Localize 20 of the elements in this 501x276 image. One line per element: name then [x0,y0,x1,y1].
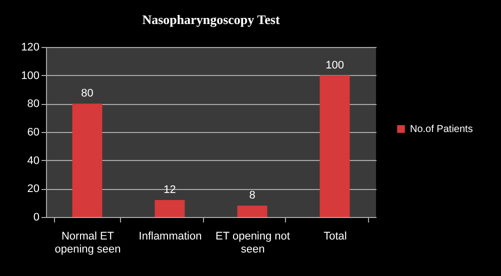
bar [72,104,102,217]
y-tick-label: 80 [27,98,40,110]
bar [237,206,268,217]
x-tick-label: Normal ET opening seen [54,230,121,256]
chart-title: Nasopharyngoscopy Test [142,12,280,27]
x-tick-label: Inflammation [138,230,202,242]
data-label: 100 [326,59,344,72]
y-tick-label: 60 [27,126,40,138]
data-label: 80 [81,88,94,100]
y-tick-label: 100 [21,70,40,82]
y-tick-label: 120 [21,42,40,54]
legend-label: No.of Patients [410,124,473,135]
y-tick-label: 40 [27,154,40,167]
y-tick-label: 0 [33,212,40,224]
y-tick-label: 20 [27,183,40,196]
data-label: 8 [249,190,256,202]
x-tick-label: Total [324,230,347,242]
x-tick-label: ET opening not seen [216,230,290,256]
bar [154,200,185,217]
bar [320,75,350,217]
